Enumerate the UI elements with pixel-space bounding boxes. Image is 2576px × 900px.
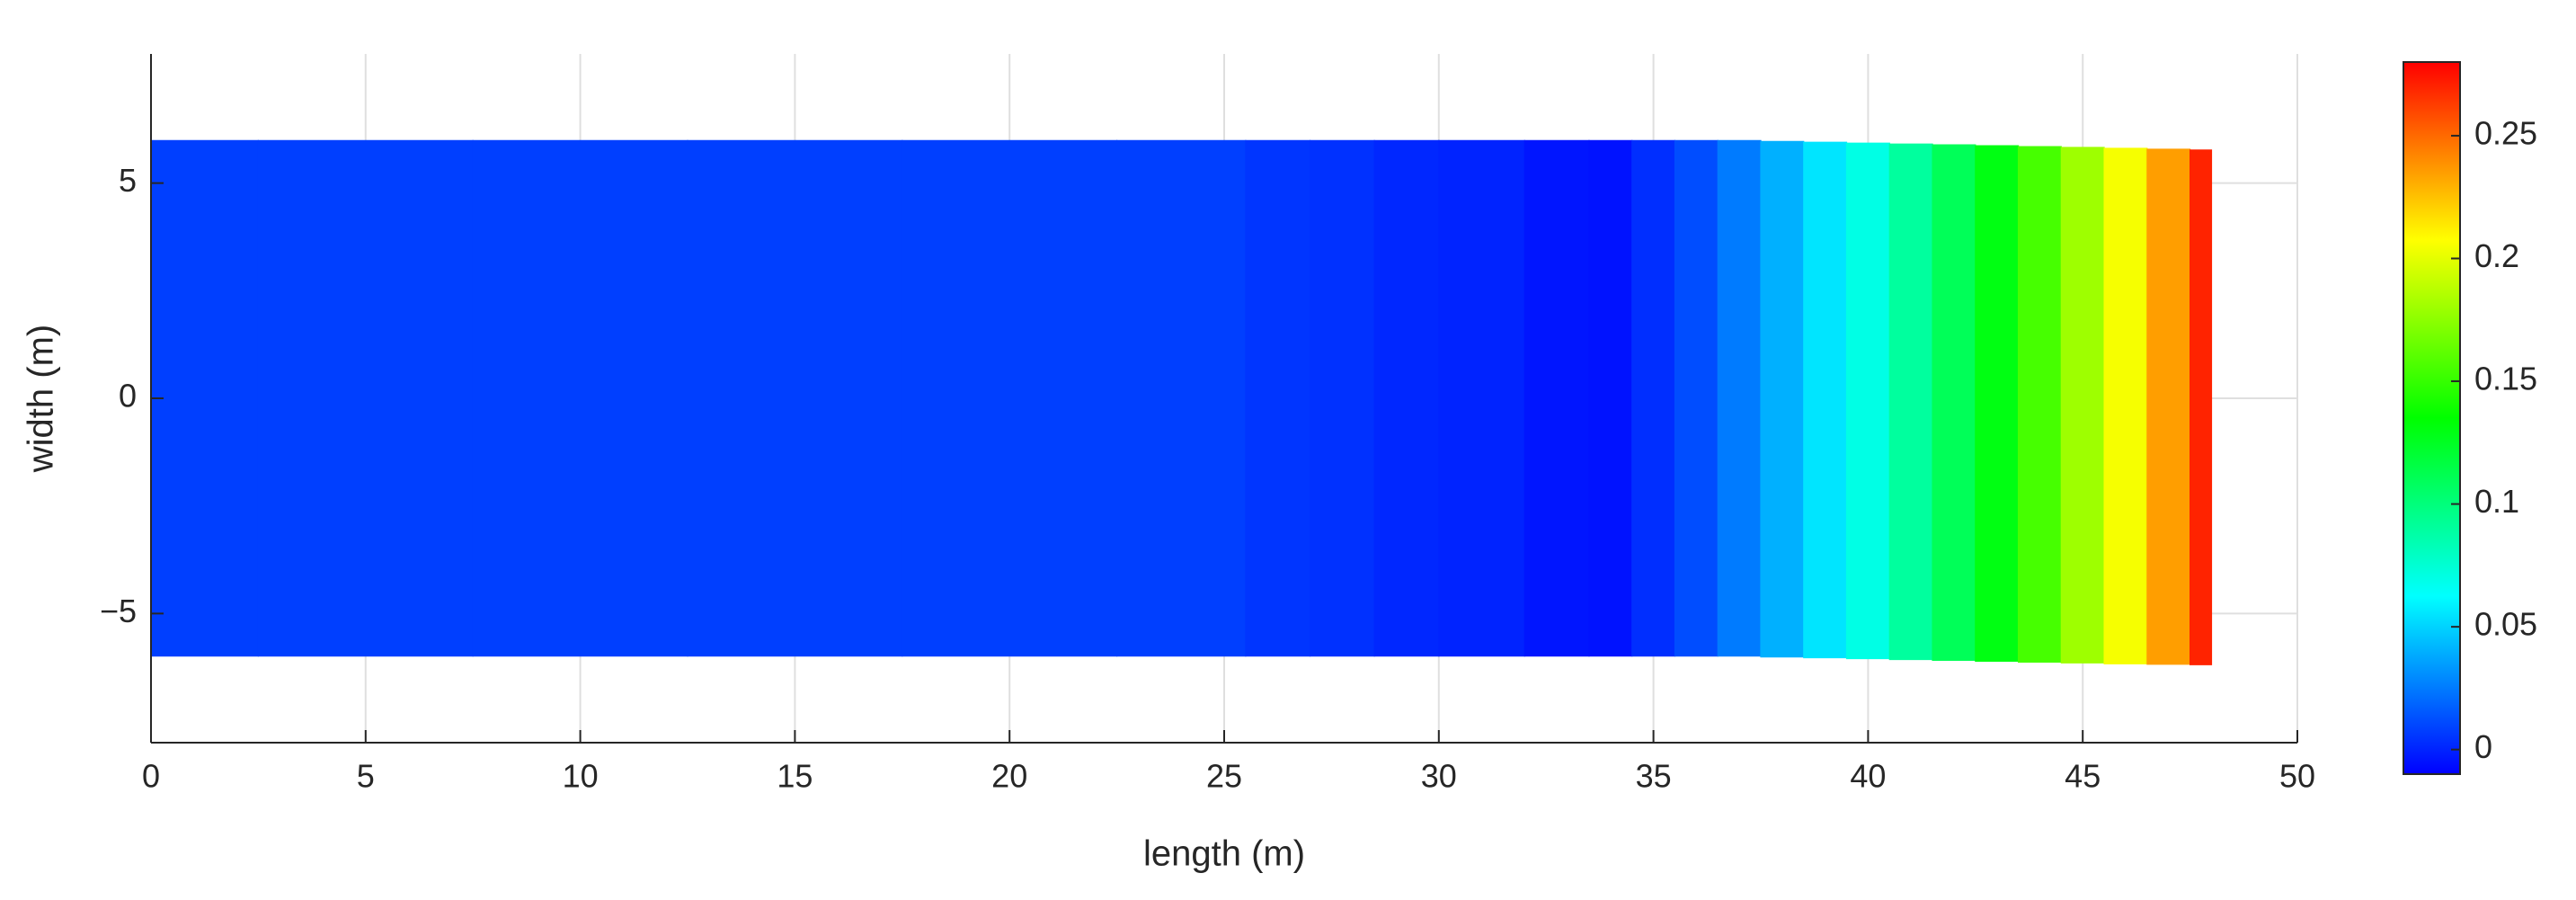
field-cell — [1438, 139, 1525, 657]
x-tick-label: 50 — [2279, 758, 2315, 795]
x-tick-label: 30 — [1421, 758, 1457, 795]
field-cell — [1975, 145, 2020, 662]
field-cell — [1116, 139, 1247, 657]
field-cell — [472, 139, 688, 657]
colorbar-tick-label: 0.05 — [2474, 606, 2537, 643]
y-tick-label: 5 — [119, 162, 137, 199]
field-cell — [1717, 139, 1762, 657]
x-tick-label: 0 — [142, 758, 160, 795]
x-tick-label: 15 — [777, 758, 813, 795]
y-tick-label: 0 — [119, 378, 137, 414]
field-cell — [1674, 139, 1719, 657]
field-cell — [1523, 139, 1590, 657]
field-cell — [1803, 141, 1848, 659]
colorbar-tick-label: 0.25 — [2474, 114, 2537, 151]
field-cell — [1888, 143, 1933, 661]
field-cell — [1373, 139, 1440, 657]
x-tick-label: 35 — [1636, 758, 1672, 795]
field-cell — [1760, 140, 1805, 658]
field-cell — [2103, 147, 2148, 664]
colorbar-tick-label: 0.1 — [2474, 483, 2519, 520]
x-tick-label: 25 — [1206, 758, 1242, 795]
x-axis-label: length (m) — [1143, 834, 1305, 874]
colorbar-tick-label: 0 — [2474, 728, 2492, 765]
y-tick-label: −5 — [100, 593, 137, 629]
field-cell — [151, 139, 259, 657]
field-cell — [902, 139, 1118, 657]
field-cell — [1245, 139, 1311, 657]
field-cell — [2146, 148, 2191, 665]
colorbar-tick-label: 0.15 — [2474, 361, 2537, 397]
field-cell — [1845, 142, 1890, 660]
field-cell — [1932, 144, 1976, 662]
x-tick-label: 45 — [2065, 758, 2101, 795]
field-cell — [1309, 139, 1375, 657]
colorbar — [2403, 61, 2461, 775]
field-cell — [2060, 147, 2105, 664]
field-cell — [1588, 139, 1633, 657]
field-cell — [687, 139, 903, 657]
x-tick-label: 5 — [357, 758, 375, 795]
field-cell — [1631, 139, 1676, 657]
x-tick-label: 40 — [1850, 758, 1886, 795]
field-cell — [2017, 146, 2062, 663]
field-cell — [257, 139, 474, 657]
colorbar-tick-label: 0.2 — [2474, 237, 2519, 274]
field-cell — [2190, 149, 2213, 665]
x-tick-label: 10 — [563, 758, 599, 795]
x-tick-label: 20 — [991, 758, 1027, 795]
y-axis-label: width (m) — [22, 325, 61, 473]
